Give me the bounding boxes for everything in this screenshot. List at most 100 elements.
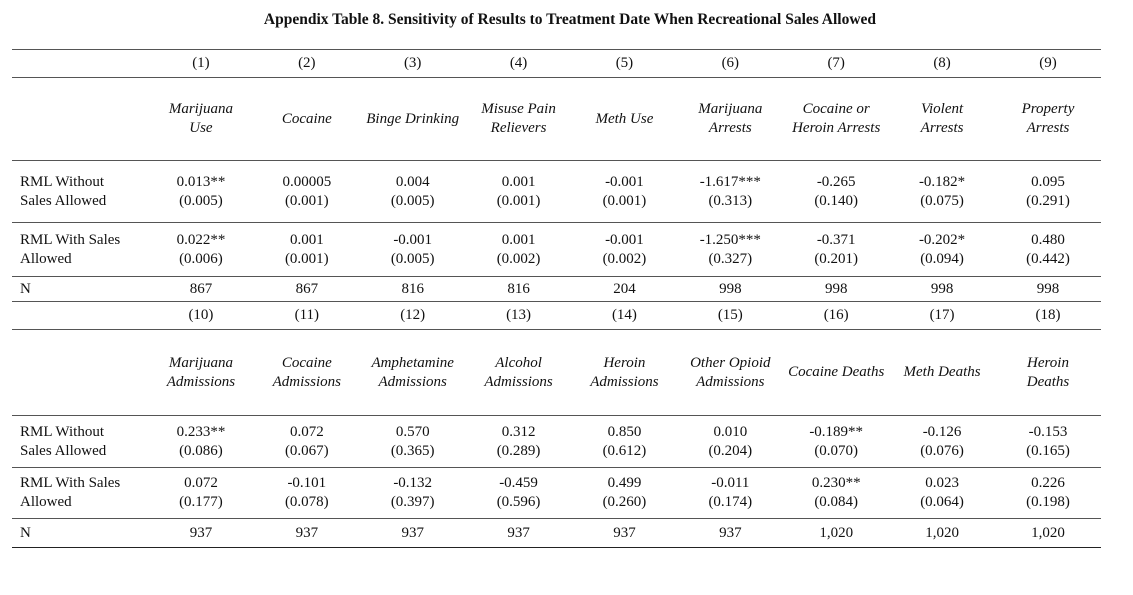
col-number: (14) [571,301,678,330]
col-header-line: Amphetamine [371,354,454,371]
table-row: RML With Sales Allowed 0.022** (0.006) 0.001… [12,222,1101,277]
row-label-line: Allowed [20,250,72,267]
estimate-cell: 0.022** (0.006) [148,222,254,277]
col-number: (2) [253,49,360,78]
n-value: 816 [359,276,466,302]
n-value: 998 [677,276,784,302]
estimate-cell: 0.850 (0.612) [571,415,678,468]
standard-error: (0.006) [179,250,223,267]
coefficient: 0.312 [501,423,536,440]
estimate-cell: 0.001 (0.002) [465,222,572,277]
coefficient: 0.00005 [282,173,332,190]
col-header: Binge Drinking [359,77,466,161]
coefficient: 0.230** [811,475,861,491]
row-label: RML With Sales Allowed [12,467,148,519]
standard-error: (0.084) [814,494,859,510]
table-row: RML With Sales Allowed 0.072 (0.177) -0.101 (… [12,467,1101,519]
standard-error: (0.001) [284,250,329,267]
coefficient: 0.499 [607,475,642,491]
col-header-line: Relievers [490,120,547,136]
coefficient: -0.132 [393,475,433,491]
row-label-line: RML With Sales [20,231,121,248]
col-number: (16) [783,301,890,330]
n-value: 867 [148,276,254,302]
table-row: RML Without Sales Allowed 0.013** (0.005) 0.… [12,160,1101,223]
standard-error: (0.260) [602,494,647,510]
row-label-line: Sales Allowed [20,442,107,459]
estimate-cell: 0.023 (0.064) [889,467,995,519]
panel2-col-name-row: Marijuana Admissions Cocaine Admissions Amph… [12,329,1101,416]
n-value: 998 [889,276,995,302]
row-label-line: Allowed [20,494,72,510]
col-header-line: Admissions [484,373,553,390]
panel1-col-name-row: Marijuana Use Cocaine Binge Drinking Misuse … [12,77,1101,161]
estimate-cell: -0.371 (0.201) [783,222,890,277]
estimate-cell: 0.072 (0.067) [253,415,360,468]
n-label: N [12,276,148,302]
col-header-line: Misuse Pain [481,101,556,117]
estimate-cell: -0.189** (0.070) [783,415,890,468]
standard-error: (0.201) [814,250,859,267]
standard-error: (0.365) [390,442,435,459]
estimate-cell: 0.095 (0.291) [995,160,1101,223]
col-number: (5) [571,49,678,78]
n-value: 1,020 [995,518,1101,548]
col-header-line: Meth Use [595,110,654,127]
standard-error: (0.005) [179,192,223,209]
estimate-cell: 0.004 (0.005) [359,160,466,223]
coefficient: -0.001 [605,231,644,248]
coefficient: -1.250*** [699,231,761,248]
standard-error: (0.289) [496,442,541,459]
coefficient: 0.570 [395,423,430,440]
estimate-cell: -0.101 (0.078) [253,467,360,519]
col-header-line: Cocaine or [802,101,870,117]
standard-error: (0.397) [390,494,435,510]
col-number: (11) [253,301,360,330]
estimate-cell: 0.233** (0.086) [148,415,254,468]
estimate-cell: -1.250*** (0.327) [677,222,784,277]
standard-error: (0.067) [284,442,329,459]
col-number: (12) [359,301,466,330]
estimate-cell: 0.570 (0.365) [359,415,466,468]
coefficient: -0.189** [809,423,864,440]
col-header: Amphetamine Admissions [359,329,466,416]
standard-error: (0.001) [602,192,647,209]
col-number: (3) [359,49,466,78]
standard-error: (0.140) [814,192,859,209]
n-value: 937 [465,518,572,548]
col-header-line: Arrests [1026,120,1070,136]
table-title: Appendix Table 8. Sensitivity of Results… [263,11,877,28]
col-number: (7) [783,49,890,78]
col-header: Cocaine or Heroin Arrests [783,77,890,161]
row-label: RML Without Sales Allowed [12,160,148,223]
col-header-line: Meth Deaths [903,364,981,380]
col-header-line: Admissions [272,373,341,390]
standard-error: (0.327) [708,250,753,267]
standard-error: (0.002) [496,250,541,267]
col-header-line: Arrests [920,120,964,136]
col-header-line: Heroin [1027,354,1069,371]
empty-cell [12,49,148,78]
standard-error: (0.174) [708,494,753,510]
standard-error: (0.064) [920,494,964,510]
n-label: N [12,518,148,548]
col-header-line: Alcohol [495,354,542,371]
col-header-line: Other Opioid [690,354,771,371]
row-label: RML Without Sales Allowed [12,415,148,468]
coefficient: 0.001 [289,231,324,248]
col-header: Meth Use [571,77,678,161]
coefficient: -1.617*** [699,173,761,190]
col-header-line: Heroin Arrests [792,120,881,136]
n-value: 998 [783,276,890,302]
coefficient: 0.072 [289,423,324,440]
col-header: Property Arrests [995,77,1101,161]
standard-error: (0.086) [179,442,223,459]
standard-error: (0.204) [708,442,753,459]
col-header: Cocaine Admissions [253,329,360,416]
empty-cell [12,329,148,416]
standard-error: (0.177) [179,494,223,510]
standard-error: (0.075) [920,192,964,209]
row-label-line: RML Without [20,423,104,440]
standard-error: (0.005) [390,192,435,209]
estimate-cell: -0.001 (0.005) [359,222,466,277]
